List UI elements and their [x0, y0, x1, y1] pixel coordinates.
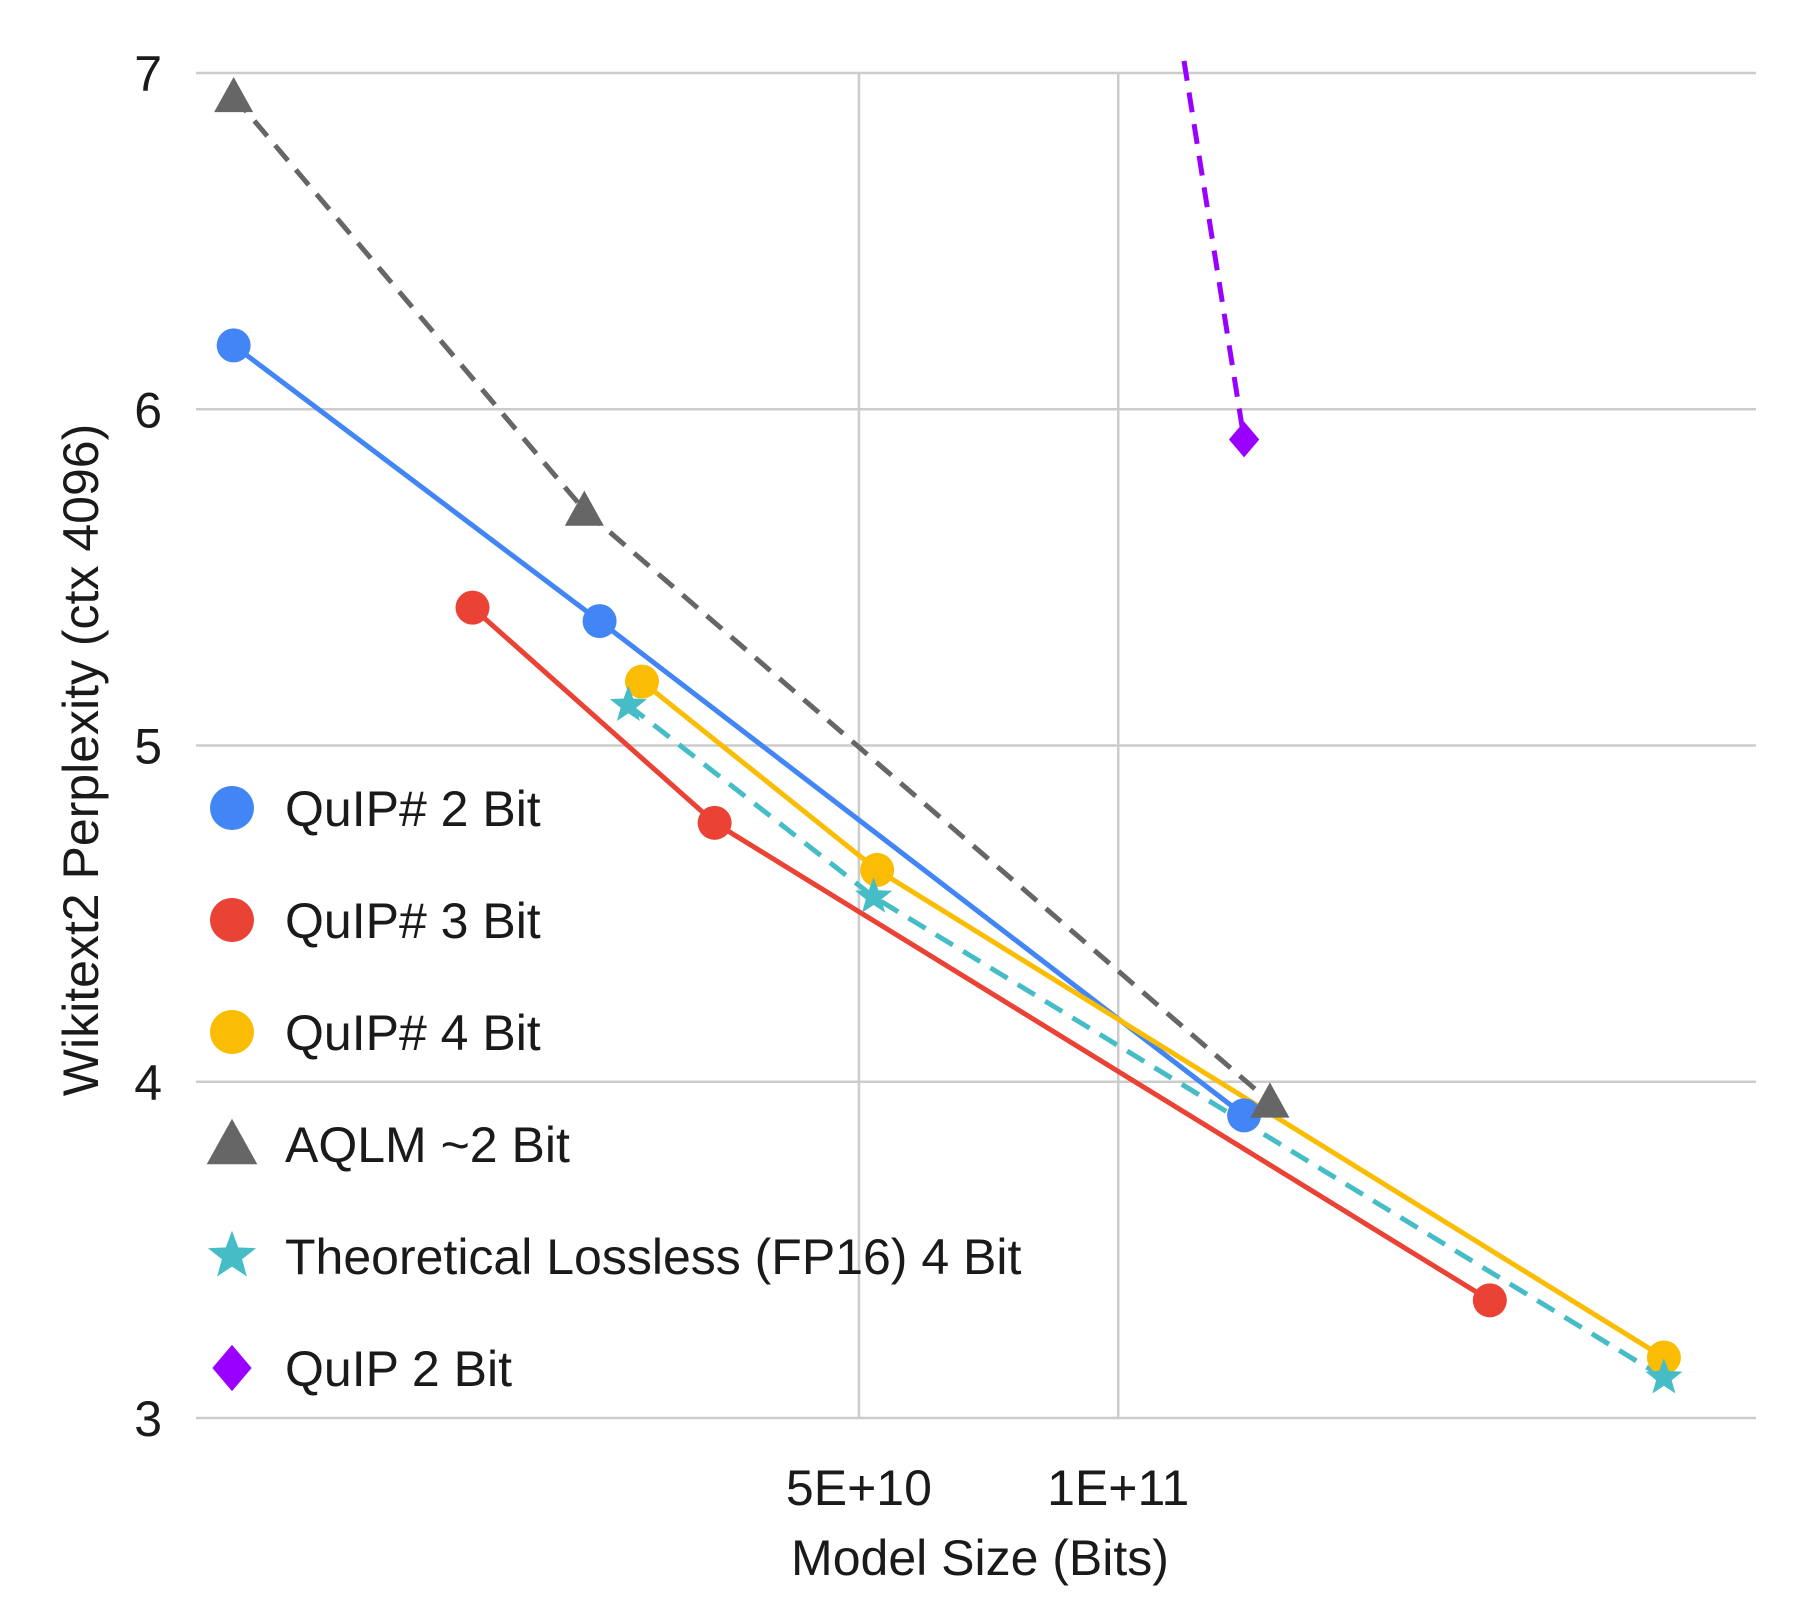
data-point-quip-2-bit: [216, 328, 251, 363]
legend-item: QuIP# 2 Bit: [210, 781, 541, 837]
legend-label: AQLM ~2 Bit: [285, 1117, 570, 1173]
grid: [196, 71, 1756, 1420]
legend-label: Theoretical Lossless (FP16) 4 Bit: [285, 1229, 1022, 1285]
data-point-quip-2-bit: [1227, 1098, 1262, 1133]
data-point-aqlm-2-bit: [564, 490, 604, 526]
tick-labels: 3 4 5 6 7 5E+10 1E+11: [134, 46, 1189, 1516]
legend-marker-aqlm-2-bit: [206, 1118, 258, 1165]
x-tick-label: 1E+11: [1047, 1460, 1189, 1516]
legend: QuIP# 2 Bit QuIP# 3 Bit QuIP# 4 Bit AQLM ~2…: [206, 781, 1022, 1397]
legend-item: QuIP 2 Bit: [212, 1341, 512, 1397]
data-point-quip-2-bit: [582, 604, 617, 639]
y-tick-label: 4: [134, 1055, 162, 1111]
legend-label: QuIP# 4 Bit: [285, 1005, 541, 1061]
legend-marker-quip-2-bit: [210, 786, 254, 830]
legend-marker-quip-4-bit: [210, 1010, 254, 1054]
series-line-quip-2-bit: [1181, 60, 1247, 440]
y-tick-label: 6: [134, 382, 162, 438]
x-axis-title: Model Size (Bits): [791, 1530, 1169, 1586]
marker-layer: [214, 76, 1683, 1394]
data-point-quip-4-bit: [860, 852, 895, 887]
x-tick-label: 5E+10: [786, 1460, 932, 1516]
data-point-quip-2-bit: [1228, 421, 1260, 458]
legend-item: AQLM ~2 Bit: [206, 1117, 570, 1173]
legend-item: QuIP# 4 Bit: [210, 1005, 541, 1061]
y-tick-label: 5: [134, 719, 162, 775]
data-point-theoretical-lossless-fp16-4-bit: [1645, 1358, 1683, 1394]
data-point-theoretical-lossless-fp16-4-bit: [855, 877, 893, 913]
data-point-quip-4-bit: [1646, 1340, 1681, 1375]
legend-item: QuIP# 3 Bit: [210, 893, 541, 949]
legend-label: QuIP# 2 Bit: [285, 781, 541, 837]
series-line-theoretical-lossless-fp16-4-bit: [626, 703, 1666, 1380]
legend-label: QuIP 2 Bit: [285, 1341, 512, 1397]
y-tick-label: 7: [134, 46, 162, 102]
data-point-quip-3-bit: [1472, 1283, 1507, 1318]
data-point-quip-4-bit: [624, 664, 659, 699]
data-point-quip-3-bit: [697, 805, 732, 840]
legend-marker-quip-2-bit: [212, 1344, 252, 1392]
legend-marker-theoretical-lossless-fp16-4-bit: [207, 1230, 257, 1277]
legend-marker-quip-3-bit: [210, 898, 254, 942]
series-line-quip-2-bit: [232, 343, 1246, 1118]
data-point-quip-3-bit: [455, 590, 490, 625]
y-tick-label: 3: [134, 1391, 162, 1447]
legend-label: QuIP# 3 Bit: [285, 893, 541, 949]
y-axis-title: Wikitext2 Perplexity (ctx 4096): [53, 424, 109, 1096]
legend-item: Theoretical Lossless (FP16) 4 Bit: [207, 1229, 1022, 1285]
data-point-theoretical-lossless-fp16-4-bit: [609, 685, 647, 721]
data-point-aqlm-2-bit: [214, 76, 254, 113]
series-line-aqlm-2-bit: [231, 94, 1272, 1104]
data-point-aqlm-2-bit: [1250, 1082, 1290, 1118]
